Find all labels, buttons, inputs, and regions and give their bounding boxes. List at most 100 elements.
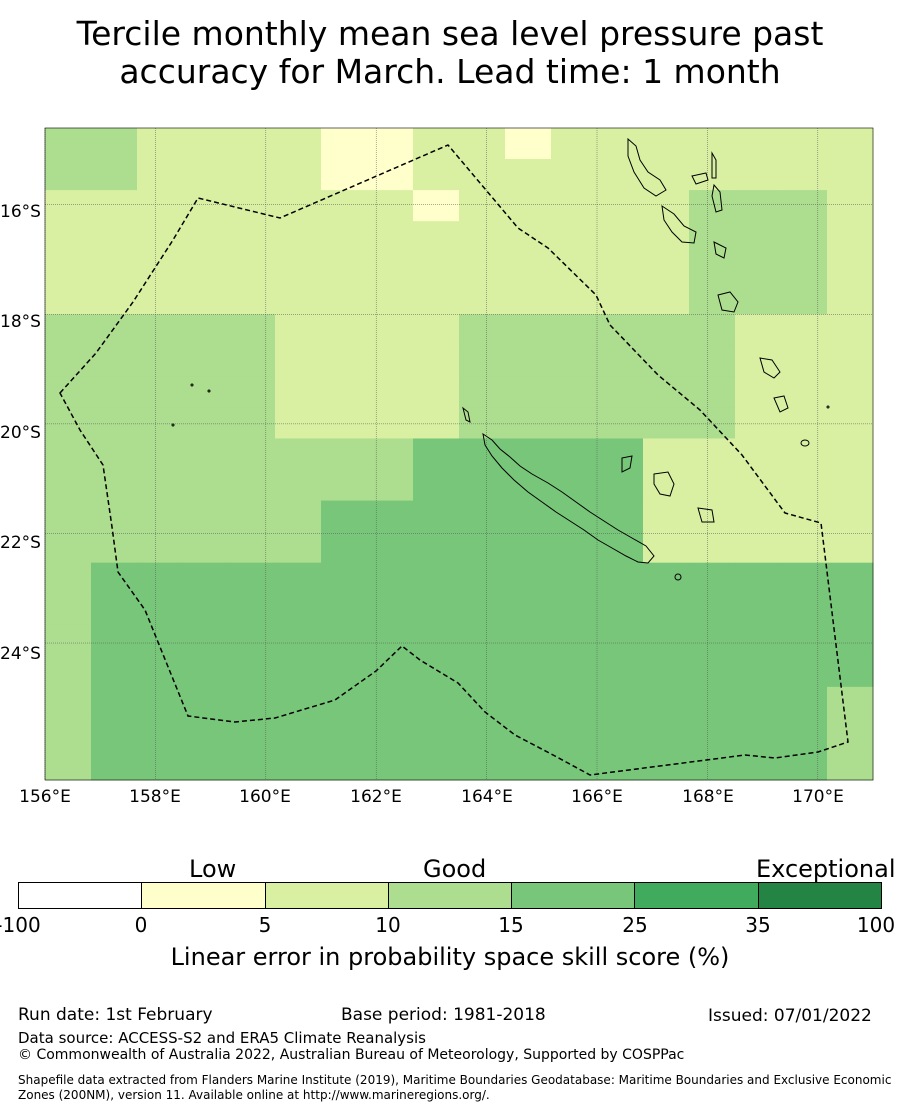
skill-cell (183, 717, 230, 750)
skill-cell (321, 438, 368, 471)
loyalty-island-4 (653, 471, 675, 497)
skill-cell (321, 469, 368, 502)
belep-island (462, 406, 471, 423)
vanuatu-island-3 (691, 172, 709, 185)
skill-cell (45, 283, 92, 315)
skill-cell (275, 469, 322, 502)
skill-cell (137, 438, 184, 471)
skill-cell (643, 593, 690, 626)
skill-cell (91, 252, 138, 284)
skill-cell (597, 655, 644, 688)
skill-cell (137, 469, 184, 502)
skill-cell (735, 686, 782, 719)
skill-cell (367, 345, 414, 377)
lon-label: 168°E (682, 787, 734, 807)
skill-cell (551, 128, 598, 160)
skill-cell (735, 624, 782, 657)
skill-cell (551, 593, 598, 626)
skill-cell (367, 190, 414, 222)
skill-cell (597, 438, 644, 471)
skill-cell (367, 407, 414, 439)
skill-cell (643, 221, 690, 253)
skill-cell (183, 438, 230, 471)
vanuatu-island-4 (711, 183, 723, 213)
skill-cell (321, 500, 368, 533)
skill-cell (275, 500, 322, 533)
skill-cell (827, 314, 874, 346)
skill-cell (321, 531, 368, 564)
skill-cell (781, 624, 828, 657)
skill-cell (137, 717, 184, 750)
chart-title-line1: Tercile monthly mean sea level pressure … (76, 14, 824, 53)
vanuatu-island-5 (661, 204, 697, 244)
skill-cell (367, 252, 414, 284)
skill-cell (689, 376, 736, 408)
skill-cell (91, 624, 138, 657)
skill-cell (689, 407, 736, 439)
skill-cell (183, 128, 230, 160)
skill-cell (551, 438, 598, 471)
skill-cell (827, 531, 874, 564)
skill-cell (827, 717, 874, 750)
skill-cell (45, 438, 92, 471)
skill-cell (321, 283, 368, 315)
lat-label: 20°S (0, 423, 41, 443)
colorbar-tick: 25 (622, 913, 648, 937)
skill-cell (183, 624, 230, 657)
skill-cell (597, 717, 644, 750)
graticule (44, 128, 873, 780)
skill-cell (45, 252, 92, 284)
skill-cell (597, 624, 644, 657)
skill-cell (137, 314, 184, 346)
skill-cell (459, 190, 506, 222)
skill-cell (137, 159, 184, 191)
skill-cell (275, 531, 322, 564)
skill-cell (229, 748, 276, 781)
skill-cell (45, 314, 92, 346)
data-source: Data source: ACCESS-S2 and ERA5 Climate … (18, 1029, 426, 1047)
skill-cell (229, 314, 276, 346)
skill-cell (781, 438, 828, 471)
skill-cell (735, 376, 782, 408)
skill-cell (413, 655, 460, 688)
skill-cell (229, 593, 276, 626)
skill-cell (551, 376, 598, 408)
skill-cell (735, 190, 782, 222)
skill-cell (505, 562, 552, 595)
skill-cell (827, 655, 874, 688)
skill-cell (551, 190, 598, 222)
skill-cell (735, 500, 782, 533)
skill-cell (137, 190, 184, 222)
lat-label: 18°S (0, 312, 41, 332)
skill-cell (229, 376, 276, 408)
skill-cell (275, 593, 322, 626)
skill-cell (91, 376, 138, 408)
vanuatu-island-1 (627, 137, 667, 197)
skill-cell (367, 438, 414, 471)
skill-cell (505, 221, 552, 253)
skill-cell (689, 314, 736, 346)
skill-cell (689, 562, 736, 595)
skill-cell (275, 438, 322, 471)
shapefile-credit-line2: Zones (200NM), version 11. Available onl… (18, 1088, 490, 1102)
skill-cell (551, 252, 598, 284)
skill-cell (91, 190, 138, 222)
skill-cell (459, 562, 506, 595)
skill-cell (551, 655, 598, 688)
skill-cell (45, 531, 92, 564)
skill-cell (183, 314, 230, 346)
skill-cell (137, 686, 184, 719)
skill-cell (459, 717, 506, 750)
skill-cell (137, 283, 184, 315)
skill-cell (781, 283, 828, 315)
lon-label: 160°E (239, 787, 291, 807)
skill-cell (781, 128, 828, 160)
skill-cell (367, 562, 414, 595)
skill-cell (275, 190, 322, 222)
skill-cell (45, 686, 92, 719)
skill-cell (827, 407, 874, 439)
skill-cell (367, 593, 414, 626)
colorbar-swatch (265, 883, 389, 908)
skill-cell (321, 345, 368, 377)
skill-cell (459, 438, 506, 471)
